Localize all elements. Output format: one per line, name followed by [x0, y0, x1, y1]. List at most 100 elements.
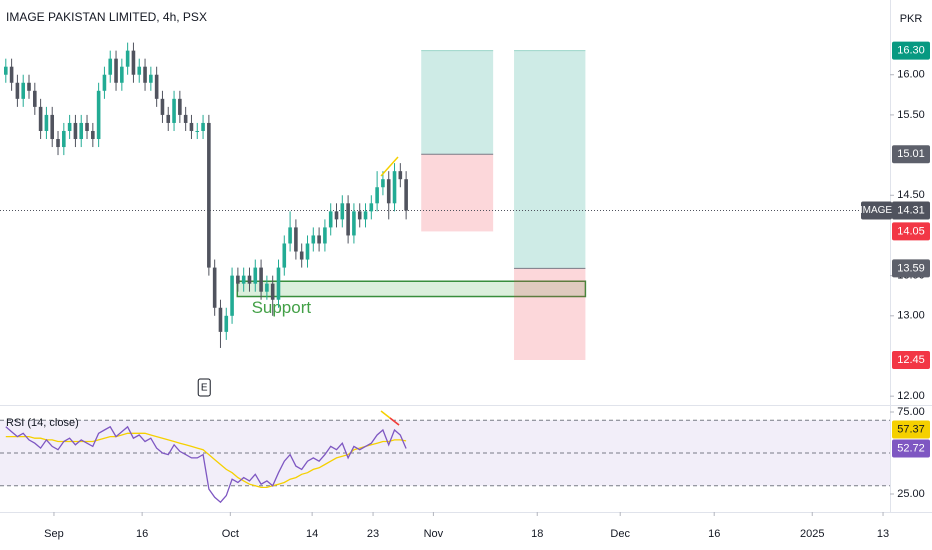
x-tick-label: 16: [136, 528, 148, 540]
support-zone: [236, 280, 587, 298]
symbol-label-box: [861, 201, 892, 220]
candle-body: [259, 267, 263, 292]
candle-body: [114, 58, 118, 83]
rsi-title: RSI (14, close): [6, 417, 79, 429]
x-tick-label: 23: [367, 528, 379, 540]
candle-body: [317, 235, 321, 244]
candle-body: [21, 82, 26, 99]
candle-body: [230, 275, 234, 316]
price-label: 12.45: [897, 354, 925, 366]
candle-body: [102, 74, 107, 91]
zone-label: Support: [252, 298, 312, 317]
candle-body: [323, 227, 327, 244]
trend-drawing: [389, 417, 400, 426]
candle-body: [311, 235, 316, 244]
candle-body: [381, 179, 385, 188]
rsi-value-box: [892, 420, 930, 439]
candle-body: [172, 98, 176, 123]
candle-body: [50, 114, 55, 140]
candle-body: [369, 203, 374, 212]
axes: 12.0013.0013.5014.5015.5016.00Sep16Oct14…: [44, 41, 930, 540]
candle-body: [85, 122, 89, 131]
candle-body: [247, 275, 252, 284]
x-tick-label: Sep: [44, 528, 64, 540]
price-label-box: [892, 41, 930, 60]
candle-body: [189, 122, 194, 131]
candle-body: [236, 275, 240, 284]
rsi-value-label: 52.72: [897, 442, 925, 454]
candle-body: [154, 74, 159, 99]
x-tick-label: 14: [306, 528, 318, 540]
y-tick-label: 16.00: [897, 69, 925, 81]
candle-body: [67, 122, 72, 131]
y-tick-label: 15.50: [897, 109, 925, 121]
event-label: E: [201, 383, 208, 394]
price-label: 15.01: [897, 148, 925, 160]
candle-body: [392, 171, 397, 204]
candle-body: [160, 98, 165, 115]
y-tick-label: 12.00: [897, 390, 925, 402]
candle-body: [91, 130, 95, 140]
candle-body: [44, 114, 49, 131]
candle-body: [270, 283, 275, 300]
x-tick-label: 13: [877, 528, 889, 540]
symbol-label: IMAGE: [860, 205, 893, 216]
x-tick-label: 18: [531, 528, 543, 540]
x-tick-label: Dec: [610, 528, 630, 540]
loss-zone: [514, 268, 586, 360]
candle-body: [363, 211, 368, 220]
candle-body: [137, 66, 142, 75]
candle-body: [201, 122, 205, 131]
candle-body: [108, 58, 113, 75]
candle-body: [352, 211, 356, 236]
candle-body: [288, 227, 292, 244]
candle-body: [224, 315, 229, 332]
candle-body: [398, 171, 403, 180]
candle-body: [357, 211, 362, 220]
candle-body: [178, 98, 182, 115]
rsi-value-label: 57.37: [897, 423, 925, 435]
candle-body: [15, 82, 20, 99]
candle-body: [294, 227, 298, 252]
candle-body: [299, 251, 304, 260]
candle-body: [183, 114, 188, 123]
y-tick-label: 13.00: [897, 310, 925, 322]
price-label-box: [892, 259, 930, 278]
price-label-box: [892, 222, 930, 241]
x-tick-label: 16: [708, 528, 720, 540]
candle-body: [375, 187, 379, 204]
x-tick-label: Oct: [222, 528, 239, 540]
price-label: 16.30: [897, 45, 925, 57]
rsi-line: [5, 425, 407, 504]
candle-body: [241, 275, 246, 284]
candle-body: [38, 106, 43, 131]
candle-body: [4, 66, 8, 75]
price-label-box: [892, 351, 930, 369]
trend-drawing: [380, 156, 399, 177]
profit-zone: [421, 50, 494, 155]
candle-body: [207, 122, 211, 268]
price-label: 14.31: [897, 204, 925, 216]
rsi-value-box: [892, 439, 930, 458]
candle-body: [328, 211, 333, 228]
candle-body: [143, 66, 147, 83]
loss-zone: [421, 154, 494, 232]
candle-body: [120, 66, 124, 83]
candle-body: [212, 267, 217, 308]
candle-body: [265, 283, 269, 292]
candle-body: [346, 203, 350, 236]
price-label-box: [892, 145, 930, 164]
rsi-y-tick-label: 75.00: [897, 406, 925, 418]
candle-body: [305, 243, 310, 260]
candle-body: [27, 82, 31, 91]
chart-title: IMAGE PAKISTAN LIMITED, 4h, PSX: [6, 10, 207, 24]
candle-body: [131, 50, 136, 75]
candle-body: [149, 74, 153, 83]
price-label: 13.59: [897, 262, 925, 274]
candle-body: [73, 122, 78, 140]
price-label: 14.05: [897, 225, 925, 237]
candle-body: [9, 66, 14, 83]
currency-label: PKR: [900, 13, 923, 25]
candle-body: [79, 122, 84, 140]
